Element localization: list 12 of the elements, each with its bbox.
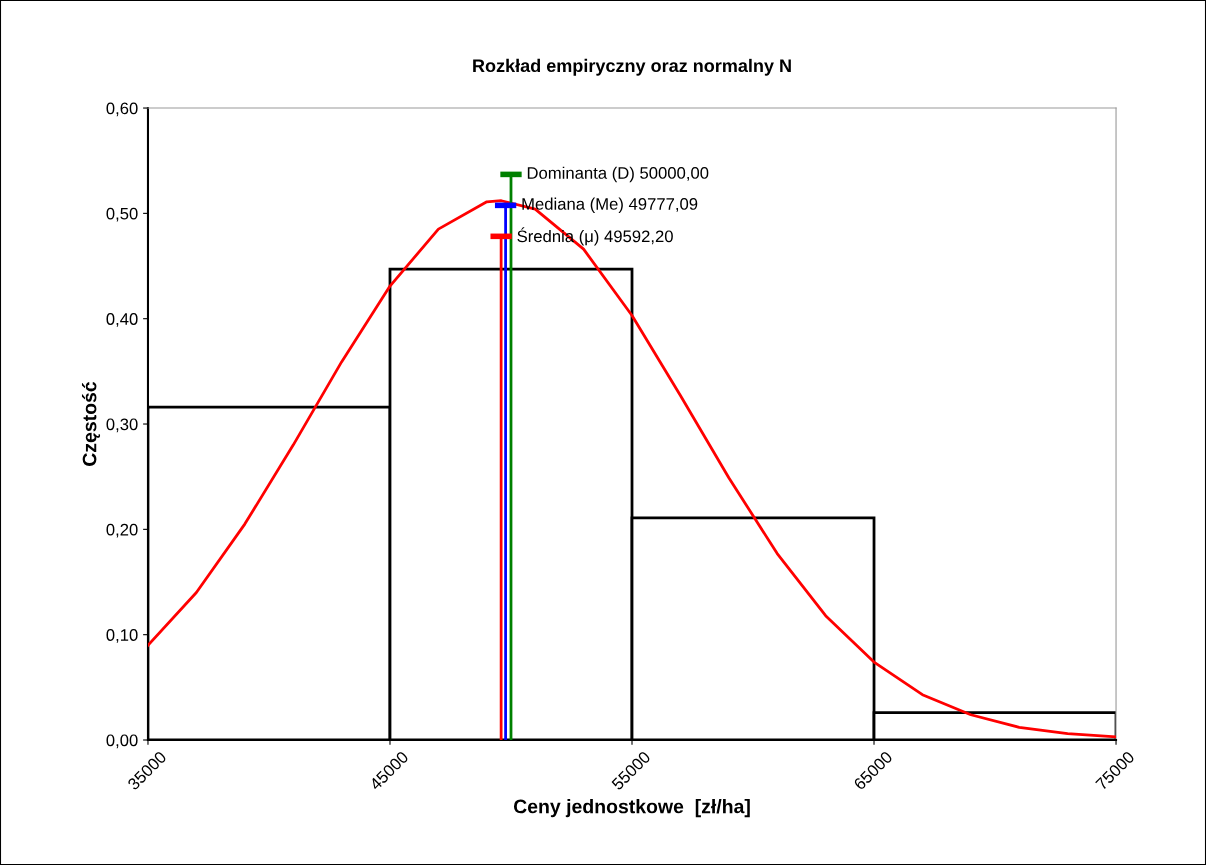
y-tick-label: 0,00 — [106, 734, 138, 749]
y-tick-label: 0,30 — [106, 418, 138, 433]
ref-line-label: Dominanta (D) 50000,00 — [527, 166, 709, 183]
y-tick-label: 0,60 — [106, 102, 138, 117]
y-axis-title: Częstość — [81, 381, 101, 466]
chart-title: Rozkład empiryczny oraz normalny N — [473, 58, 791, 76]
y-tick-label: 0,40 — [106, 313, 138, 327]
y-tick-label: 0,10 — [106, 629, 138, 643]
y-tick-label: 0,50 — [106, 207, 138, 222]
ref-line-label: Mediana (Me) 49777,09 — [522, 197, 698, 214]
x-axis-title: Ceny jednostkowe [zł/ha] — [513, 799, 750, 818]
y-tick-label: 0,20 — [106, 523, 138, 538]
